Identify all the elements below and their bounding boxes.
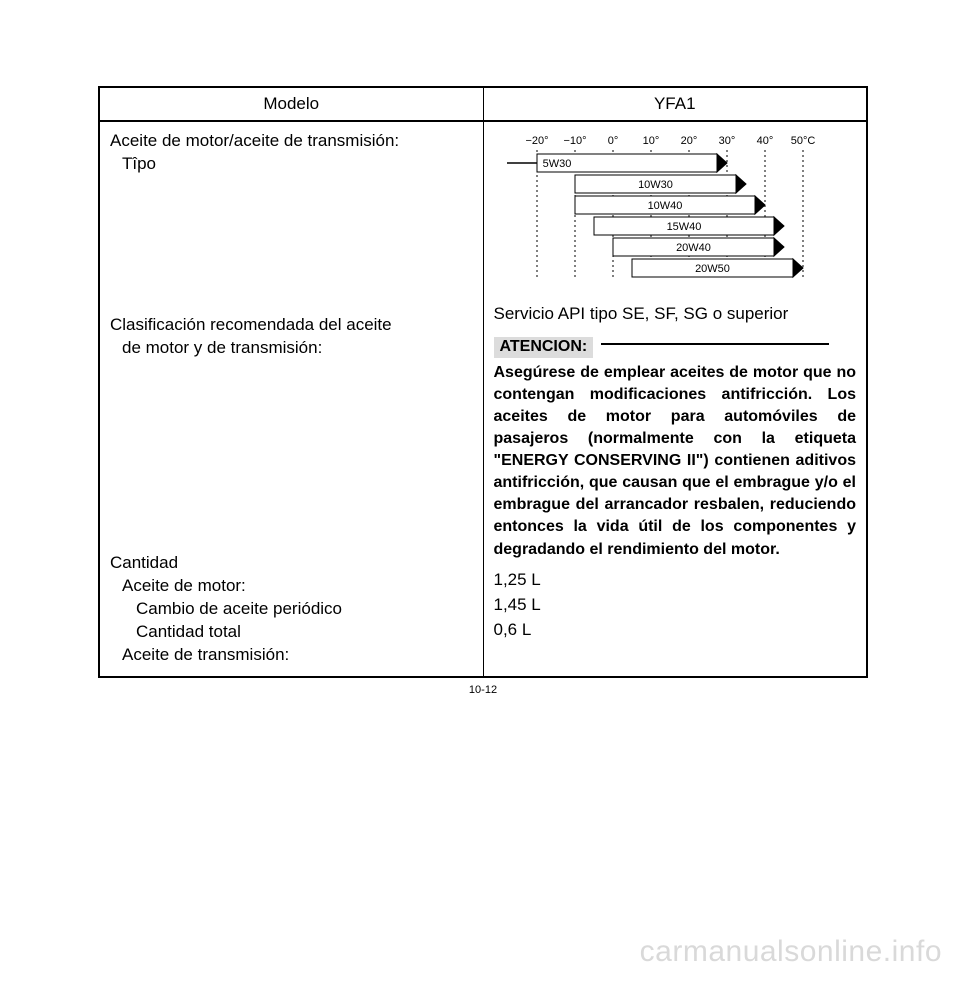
svg-text:40°: 40° — [756, 135, 773, 147]
svg-text:−20°: −20° — [525, 135, 548, 147]
val-trans: 0,6 L — [494, 619, 857, 642]
svg-text:15W40: 15W40 — [666, 221, 701, 233]
svg-text:20W40: 20W40 — [676, 242, 711, 254]
cant-total-label: Cantidad total — [110, 621, 473, 644]
atencion-text: Asegúrese de emplear aceites de motor qu… — [494, 362, 857, 561]
aceite-trans-label: Aceite de transmisión: — [110, 644, 473, 667]
oil-viscosity-chart: −20° −10° 0° 10° 20° 30° 40° 50°C 5W30 10W30 10W40… — [505, 130, 845, 293]
watermark: carmanualsonline.info — [640, 935, 942, 969]
svg-text:10W30: 10W30 — [638, 179, 673, 191]
val-total: 1,45 L — [494, 594, 857, 617]
val-cambio: 1,25 L — [494, 569, 857, 592]
aceite-motor-label: Aceite de motor: — [110, 575, 473, 598]
spec-table: Modelo YFA1 Aceite de motor/aceite de tr… — [98, 86, 868, 678]
clasif-line2: de motor y de transmisión: — [110, 337, 473, 360]
svg-text:20°: 20° — [680, 135, 697, 147]
servicio-text: Servicio API tipo SE, SF, SG o superior — [494, 303, 857, 326]
atencion-rule — [601, 343, 829, 345]
svg-text:10°: 10° — [642, 135, 659, 147]
col-header-right: YFA1 — [483, 87, 867, 121]
svg-text:30°: 30° — [718, 135, 735, 147]
cambio-label: Cambio de aceite periódico — [110, 598, 473, 621]
clasif-line1: Clasificación recomendada del aceite — [110, 314, 473, 337]
svg-text:−10°: −10° — [563, 135, 586, 147]
svg-text:50°C: 50°C — [790, 135, 815, 147]
svg-text:20W50: 20W50 — [695, 263, 730, 275]
oil-trans-title: Aceite de motor/aceite de transmisión: — [110, 130, 473, 153]
svg-text:5W30: 5W30 — [542, 158, 571, 170]
svg-text:10W40: 10W40 — [647, 200, 682, 212]
page-number: 10-12 — [98, 684, 868, 696]
svg-text:0°: 0° — [607, 135, 618, 147]
atencion-badge: ATENCION: — [494, 337, 594, 358]
tipo-label: Tîpo — [110, 153, 473, 176]
col-header-left: Modelo — [99, 87, 483, 121]
cantidad-label: Cantidad — [110, 552, 473, 575]
